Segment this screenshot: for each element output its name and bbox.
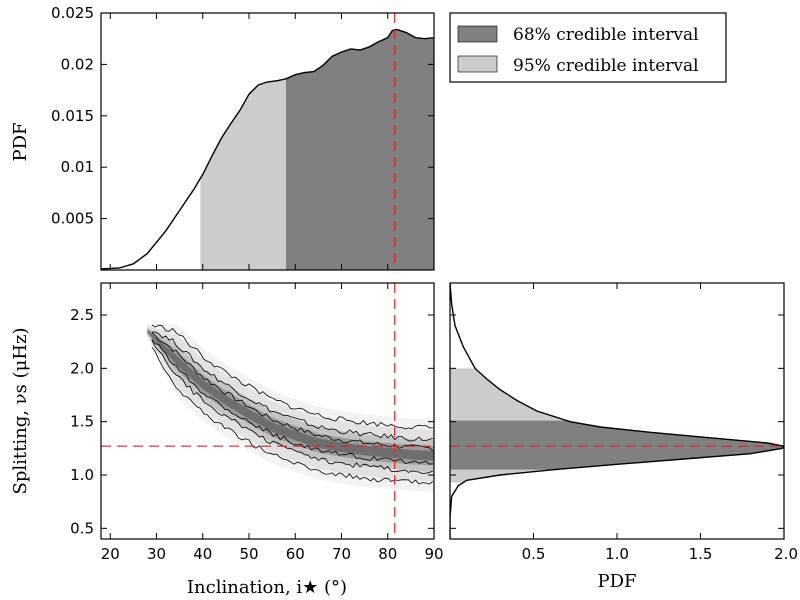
contour-2-lower [151, 346, 434, 485]
right-x-tick-label: 2.0 [774, 545, 798, 563]
contour-0-upper [151, 332, 434, 452]
legend: 68% credible interval 95% credible inter… [449, 12, 727, 83]
contour-1-lower [151, 339, 433, 475]
main-y-tick-label: 2.5 [70, 306, 94, 324]
right-x-tick-label: 0.5 [522, 545, 546, 563]
main-y-tick-label: 2.0 [70, 359, 94, 377]
density-level-4 [147, 330, 434, 461]
right-x-tick-label: 1.5 [689, 545, 713, 563]
bottom-left-panel-frame [100, 282, 435, 540]
main-x-tick-label: 50 [239, 545, 258, 563]
top-panel: 0.005 0.01 0.015 0.02 0.025 PDF [10, 4, 435, 271]
legend-label-95: 95% credible interval [513, 56, 699, 76]
right-x-tick-label: 1.0 [605, 545, 629, 563]
top-y-tick-label: 0.025 [51, 4, 94, 22]
main-y-axis-title: Splitting, νs (μHz) [10, 328, 31, 495]
inclination-68-interval-area [286, 29, 434, 270]
density-level-2 [147, 327, 434, 472]
main-x-tick-label: 40 [193, 545, 212, 563]
contour-1-upper [151, 331, 433, 442]
top-y-tick-label: 0.005 [51, 210, 94, 228]
top-y-tick-label: 0.01 [61, 158, 94, 176]
contour-2-upper [151, 324, 433, 430]
main-x-tick-label: 60 [286, 545, 305, 563]
top-panel-frame [100, 12, 435, 271]
main-x-tick-label: 70 [332, 545, 351, 563]
top-y-tick-label: 0.015 [51, 107, 94, 125]
main-x-tick-label: 20 [101, 545, 120, 563]
bottom-left-panel: 20 30 40 50 60 70 80 90 0.5 1.0 1.5 2.0 2.5 Inclinat… [10, 282, 444, 598]
main-x-tick-label: 30 [147, 545, 166, 563]
right-x-axis-title: PDF [597, 571, 636, 592]
splitting-68-interval-area [450, 420, 784, 470]
inclination-pdf-curve [101, 28, 434, 270]
legend-swatch-68 [457, 25, 498, 43]
top-y-axis-title: PDF [10, 122, 31, 161]
legend-swatch-95 [457, 55, 498, 73]
bottom-right-panel: 0.5 1.0 1.5 2.0 PDF [449, 282, 798, 592]
contour-0-lower [151, 339, 433, 465]
main-y-tick-label: 0.5 [70, 519, 94, 537]
main-x-tick-label: 80 [378, 545, 397, 563]
splitting-pdf-curve [450, 283, 784, 539]
legend-label-68: 68% credible interval [513, 25, 699, 45]
main-y-tick-label: 1.5 [70, 413, 94, 431]
top-y-tick-label: 0.02 [61, 55, 94, 73]
main-y-tick-label: 1.0 [70, 466, 94, 484]
main-x-axis-title: Inclination, i★ (°) [187, 577, 347, 598]
main-x-tick-label: 90 [424, 545, 443, 563]
